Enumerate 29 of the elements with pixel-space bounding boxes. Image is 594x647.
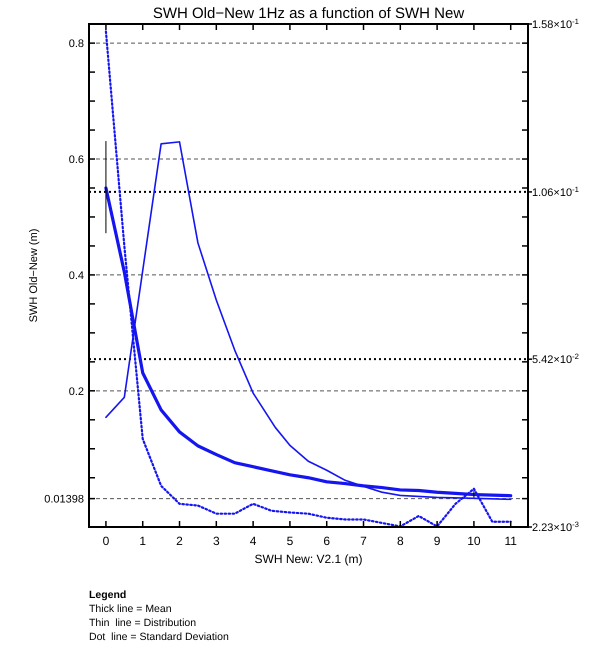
y-tick-label: 0.8	[68, 38, 84, 50]
text: Dot line = Standard Deviation	[89, 631, 229, 643]
x-tick-label: 8	[396, 534, 404, 548]
x-tick-label: 4	[250, 534, 257, 548]
y2-tick-label: 2.23×10$^{-3}$	[532, 520, 579, 534]
y-tick-label: 0.6	[68, 154, 84, 166]
x-tick-label: 0	[102, 534, 110, 548]
x-tick-label: 5	[286, 534, 294, 548]
y-tick-label: 0.4	[68, 270, 84, 282]
y2-tick-label: 5.42×10$^{-2}$	[532, 352, 579, 366]
text: Thin line = Distribution	[89, 617, 196, 629]
text: Thick line = Mean	[89, 603, 172, 615]
x-tick-label: 7	[360, 534, 368, 548]
x-tick-label: 10	[467, 534, 481, 548]
x-tick-label: 3	[212, 534, 220, 548]
y2-tick-label: 1.06×10$^{-1}$	[532, 184, 579, 199]
text: Legend	[89, 589, 126, 601]
line-series	[104, 30, 512, 528]
y-axis-title: SWH Old−New (m)	[28, 228, 40, 322]
y-tick-label: 0.01398	[44, 494, 84, 506]
x-tick-label: 1	[139, 534, 146, 548]
y-tick-label: 0.2	[68, 386, 84, 398]
y2-tick-label: 1.58×10$^{-1}$	[532, 16, 579, 31]
x-tick-label: 9	[434, 534, 441, 548]
x-axis-title: SWH New: V2.1 (m)	[254, 552, 363, 566]
x-tick-label: 6	[323, 534, 330, 548]
x-tick-label: 2	[176, 534, 184, 548]
chart-title: SWH Old−New 1Hz as a function of SWH New	[152, 5, 464, 22]
x-tick-label: 11	[504, 534, 518, 548]
